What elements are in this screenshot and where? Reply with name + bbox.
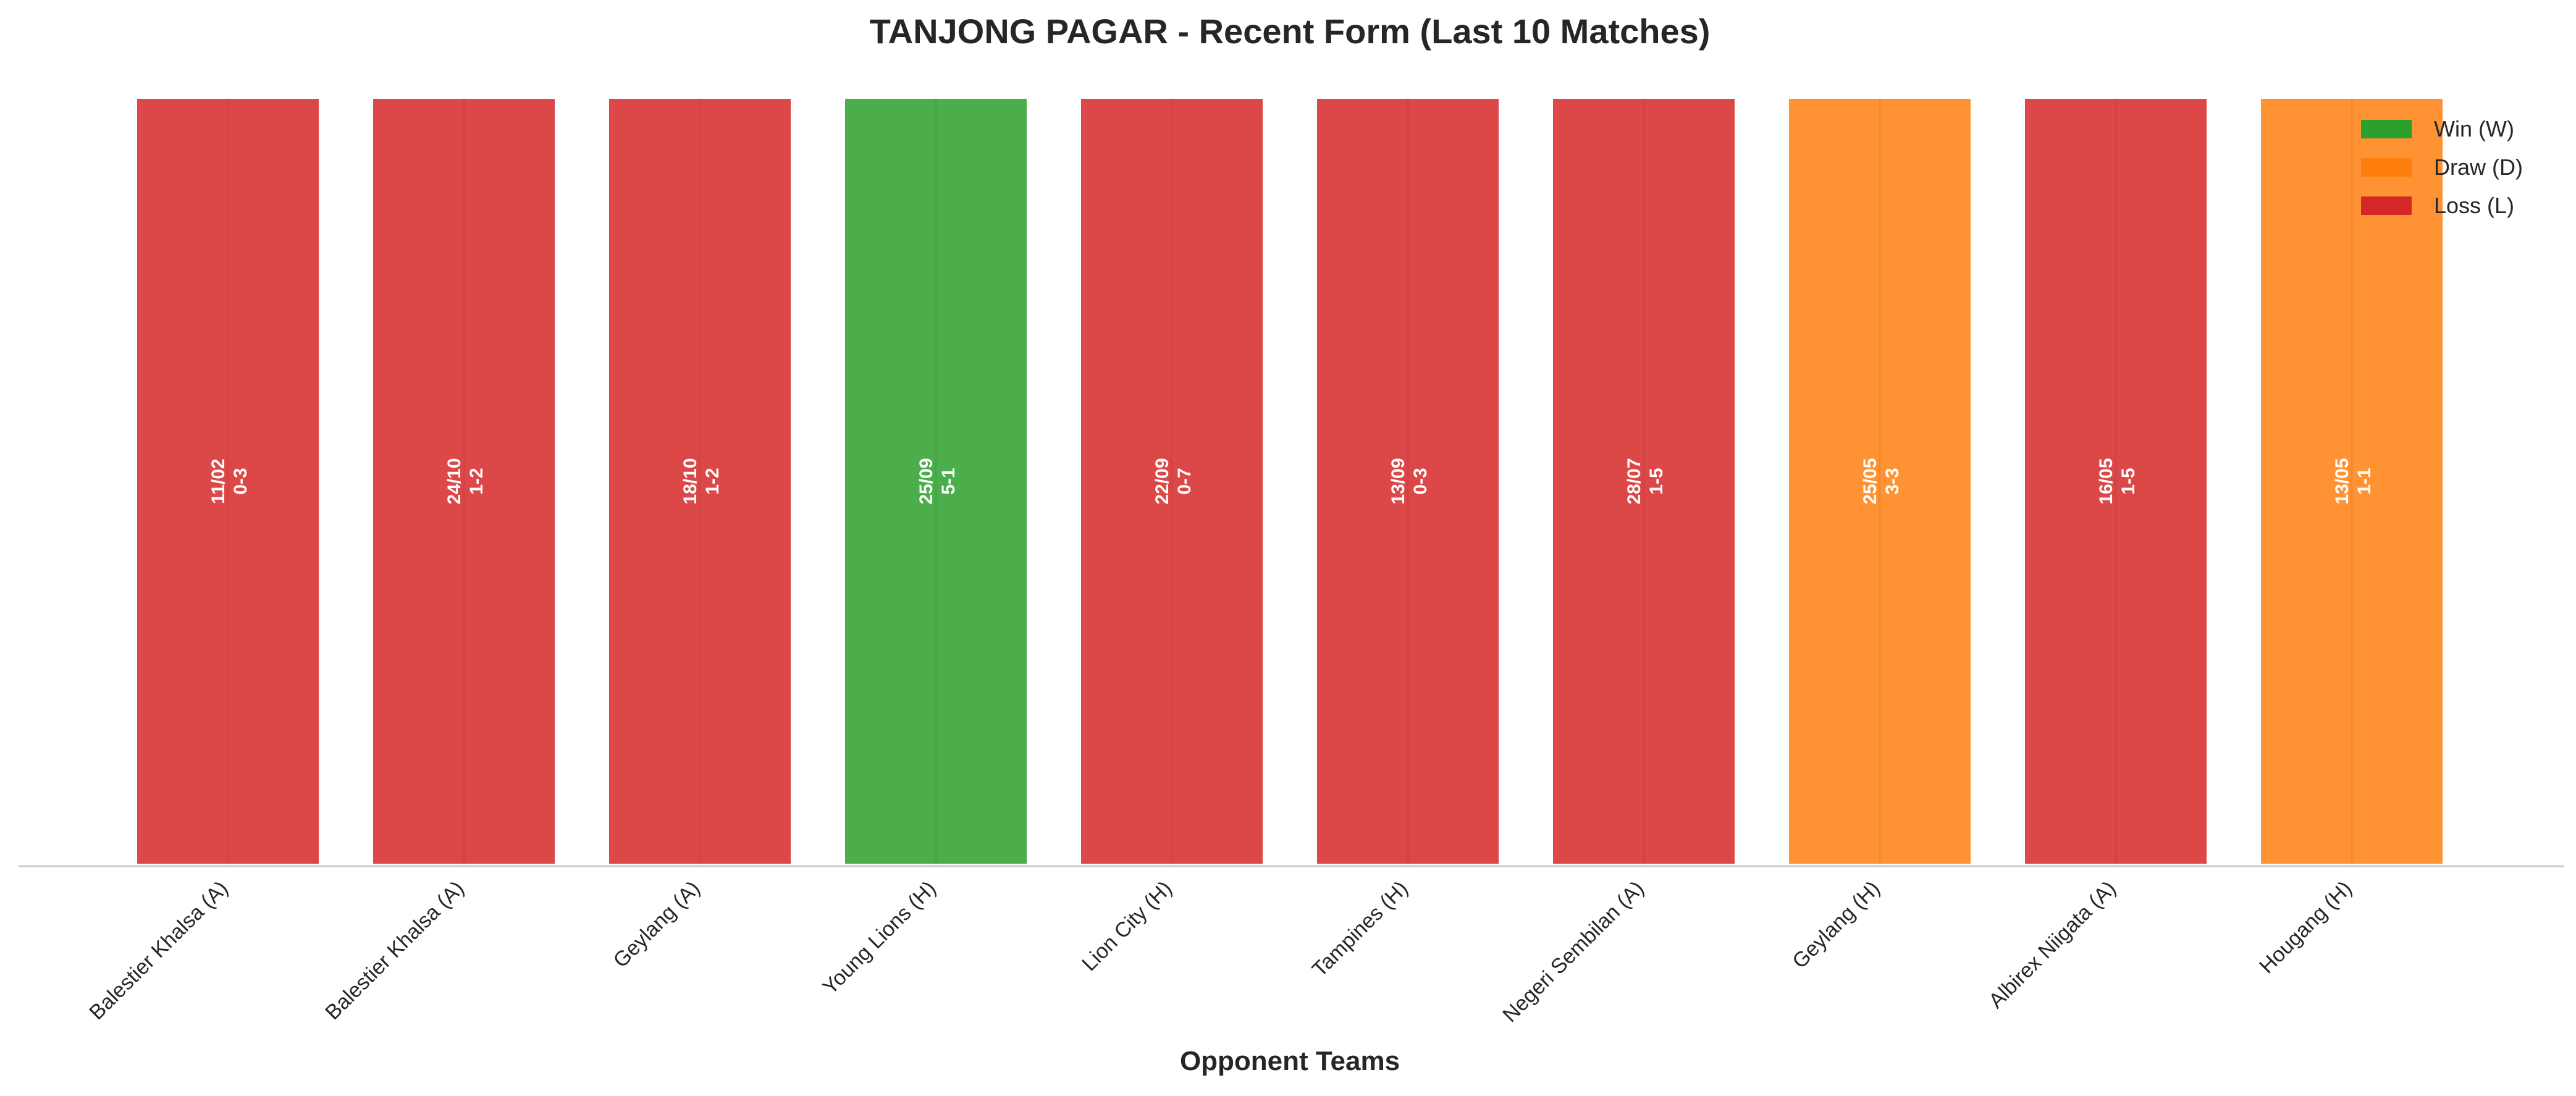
bar-annotation-1: 11/02 0-3 [208,458,251,504]
bar-score-label: 1-5 [1646,468,1667,494]
bar-score-label: 1-2 [702,468,723,494]
bar-annotation-10: 13/05 1-1 [2332,458,2375,504]
bar-date-label: 13/09 [1388,458,1408,504]
x-tick-label: Young Lions (H) [818,877,940,999]
bar-4 [843,96,1029,866]
bars-layer: 11/02 0-3 24/10 1-2 18/10 1-2 25/09 5-1 22/09 0-7… [135,96,2445,866]
bar-score-label: 0-3 [230,468,251,494]
bar-score-label: 5-1 [938,468,959,494]
bar-annotation-9: 16/05 1-5 [2096,458,2139,504]
bar-annotation-5: 22/09 0-7 [1152,458,1195,504]
bar-score-label: 0-7 [1174,468,1195,494]
bar-6 [1315,96,1501,866]
bar-date-label: 13/05 [2332,458,2352,504]
bar-score-label: 1-5 [2118,468,2139,494]
legend-label-D: Draw (D) [2434,154,2523,180]
bar-date-label: 11/02 [208,458,229,504]
bar-date-label: 24/10 [444,458,465,504]
bar-7 [1551,96,1737,866]
bar-date-label: 22/09 [1152,458,1172,504]
bar-2 [371,96,557,866]
x-tick-label: Balestier Khalsa (A) [321,877,468,1024]
bar-annotation-3: 18/10 1-2 [680,458,723,504]
bar-5 [1079,96,1265,866]
bar-score-label: 1-1 [2354,468,2375,494]
x-tick-label: Negeri Sembilan (A) [1498,877,1648,1027]
bar-date-label: 25/05 [1860,458,1880,504]
legend-swatch-L [2361,196,2412,215]
x-tick-label: Geylang (H) [1788,877,1884,973]
bar-score-label: 0-3 [1410,468,1431,494]
bar-date-label: 18/10 [680,458,701,504]
bar-1 [135,96,321,866]
x-tick-label: Albirex Niigata (A) [1984,877,2121,1013]
x-axis-label: Opponent Teams [1180,1046,1400,1076]
bar-annotation-8: 25/05 3-3 [1860,458,1903,504]
bar-date-label: 16/05 [2096,458,2116,504]
bar-score-label: 3-3 [1882,468,1903,494]
legend: Win (W) Draw (D) Loss (L) [2361,116,2523,218]
x-tick-label: Lion City (H) [1077,877,1176,976]
legend-label-W: Win (W) [2434,116,2514,141]
bar-annotation-4: 25/09 5-1 [916,458,959,504]
bar-date-label: 25/09 [916,458,937,504]
x-tick-label: Hougang (H) [2255,877,2357,979]
bar-3 [607,96,793,866]
bar-9 [2022,96,2209,866]
legend-swatch-D [2361,158,2412,177]
bar-score-label: 1-2 [466,468,487,494]
chart-title: TANJONG PAGAR - Recent Form (Last 10 Mat… [870,12,1711,51]
bar-annotation-6: 13/09 0-3 [1388,458,1431,504]
bar-8 [1787,96,1973,866]
bar-annotation-2: 24/10 1-2 [444,458,487,504]
bar-10 [2258,96,2445,866]
x-tick-label: Tampines (H) [1308,877,1413,982]
x-tick-label: Balestier Khalsa (A) [85,877,232,1024]
x-tick-label: Geylang (A) [609,877,705,972]
legend-swatch-W [2361,120,2412,138]
bar-date-label: 28/07 [1624,458,1644,504]
x-tick-labels: Balestier Khalsa (A) Balestier Khalsa (A)… [85,877,2356,1027]
legend-label-L: Loss (L) [2434,193,2514,218]
bar-annotation-7: 28/07 1-5 [1624,458,1667,504]
